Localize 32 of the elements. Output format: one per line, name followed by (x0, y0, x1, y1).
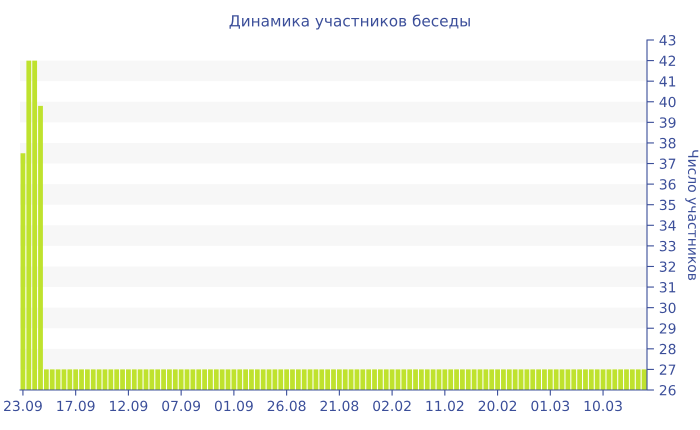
y-tick-label: 38 (660, 138, 676, 148)
y-tick-label: 43 (659, 34, 676, 46)
y-tick-label: 34 (660, 220, 676, 231)
y-tick-label: 36 (660, 179, 676, 190)
y-tick-label: 28 (660, 344, 676, 354)
x-tick-label: 12.09 (110, 400, 148, 412)
y-tick-label: 40 (659, 96, 676, 108)
x-tick-label: 01.09 (214, 400, 253, 412)
y-tick-label: 35 (660, 200, 676, 210)
y-tick-label: 32 (660, 261, 676, 272)
x-tick-label: 10.03 (584, 400, 622, 412)
y-tick-label: 29 (660, 323, 676, 334)
y-tick-label: 42 (659, 56, 676, 66)
x-tick-label: 11.02 (426, 400, 464, 412)
y-tick-label: 41 (659, 76, 676, 86)
y-tick-label: 31 (660, 282, 676, 293)
x-tick-label: 26.08 (268, 400, 306, 412)
chart-title: Динамика участников беседы (230, 14, 470, 30)
y-tick-label: 27 (660, 364, 676, 375)
y-axis-title: Число участников (685, 150, 698, 280)
y-tick-label: 33 (660, 240, 676, 252)
y-tick-label: 37 (660, 158, 676, 170)
x-tick-label: 07.09 (162, 400, 200, 412)
y-tick-label: 26 (660, 384, 676, 396)
x-tick-label: 02.02 (373, 400, 411, 412)
x-tick-label: 01.03 (531, 400, 570, 412)
x-tick-label: 17.09 (57, 400, 95, 412)
y-tick-label: 39 (660, 117, 676, 128)
y-tick-label: 30 (660, 302, 676, 314)
x-tick-label: 21.08 (320, 400, 358, 412)
x-tick-label: 23.09 (4, 400, 42, 412)
x-tick-label: 20.02 (478, 400, 516, 412)
